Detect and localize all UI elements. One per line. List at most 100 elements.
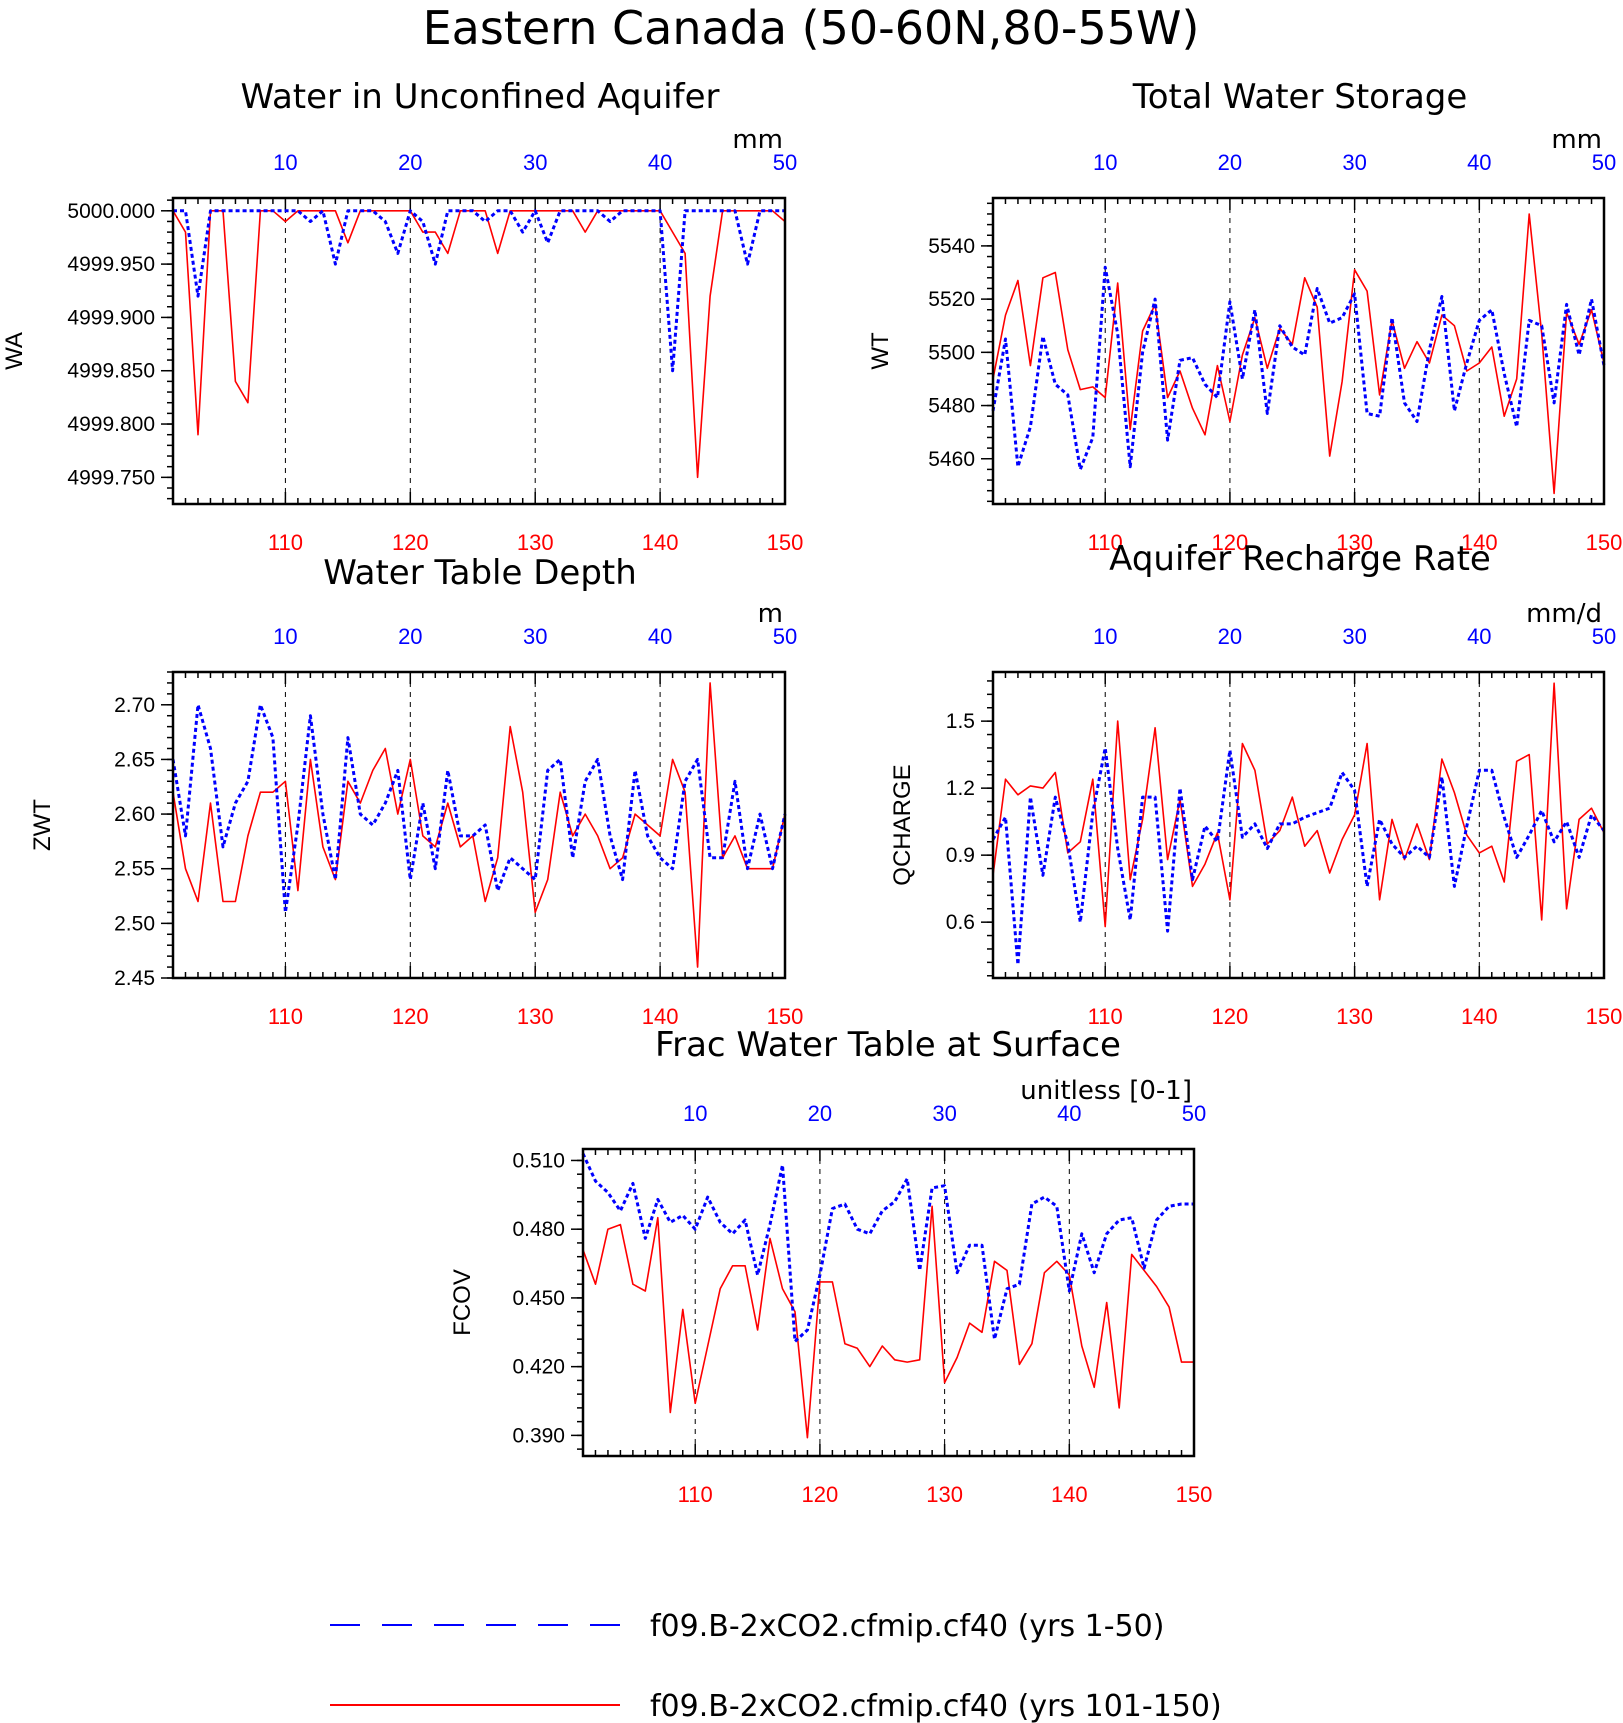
plot-frame — [991, 670, 1606, 980]
y-axis-label: ZWT — [29, 799, 56, 851]
series-line-yrs-1-50 — [991, 746, 1606, 967]
y-tick-label: 5500 — [928, 341, 975, 364]
x-top-tick-label: 50 — [1182, 1101, 1206, 1126]
x-bottom-tick-label: 130 — [1336, 530, 1373, 555]
x-top-tick-label: 10 — [683, 1101, 707, 1126]
x-bottom-tick-label: 140 — [642, 530, 679, 555]
x-bottom-tick-label: 110 — [268, 530, 303, 555]
x-bottom-tick-label: 150 — [767, 530, 804, 555]
series-line-yrs-101-150 — [172, 210, 786, 479]
x-bottom-tick-label: 130 — [926, 1482, 963, 1507]
units-label: m — [758, 599, 783, 629]
x-top-tick-label: 40 — [1467, 624, 1491, 649]
x-top-tick-label: 10 — [273, 624, 297, 649]
x-bottom-tick-label: 110 — [1088, 1004, 1123, 1029]
x-top-tick-label: 40 — [648, 150, 672, 175]
y-tick-label: 5540 — [928, 235, 975, 258]
chart-panel-1: Water in Unconfined Aquifer mm WA 10 110 20 12… — [1, 77, 803, 555]
units-label: unitless [0-1] — [1020, 1076, 1192, 1106]
series-line-yrs-101-150 — [992, 213, 1605, 495]
x-bottom-tick-label: 110 — [678, 1482, 713, 1507]
main-title: Eastern Canada (50-60N,80-55W) — [423, 1, 1200, 55]
x-top-tick-label: 20 — [1218, 624, 1242, 649]
y-tick-label: 2.60 — [114, 803, 155, 826]
y-axis-label: WA — [1, 332, 28, 370]
y-axis-label: QCHARGE — [889, 764, 916, 885]
x-top-tick-label: 30 — [523, 150, 547, 175]
x-bottom-tick-label: 140 — [1051, 1482, 1088, 1507]
x-bottom-tick-label: 140 — [1461, 1004, 1498, 1029]
y-tick-label: 4999.850 — [67, 360, 155, 383]
x-bottom-tick-label: 120 — [392, 1004, 429, 1029]
y-tick-label: 1.5 — [946, 710, 975, 733]
x-bottom-tick-label: 130 — [1336, 1004, 1373, 1029]
x-bottom-tick-label: 130 — [517, 530, 554, 555]
x-bottom-tick-label: 110 — [1088, 530, 1123, 555]
series-line-yrs-1-50 — [171, 703, 787, 914]
panel-title: Total Water Storage — [1132, 77, 1468, 117]
y-tick-label: 5000.000 — [67, 200, 155, 223]
x-top-tick-label: 10 — [273, 150, 297, 175]
x-top-tick-label: 10 — [1093, 150, 1117, 175]
y-tick-label: 4999.900 — [67, 306, 155, 329]
y-tick-label: 0.390 — [512, 1424, 565, 1447]
chart-panel-3: Water Table Depth m ZWT 10 110 20 120 30 130 40 14… — [29, 553, 803, 1029]
plot-frame — [991, 196, 1606, 506]
y-tick-label: 0.9 — [946, 844, 975, 867]
units-label: mm/d — [1526, 599, 1602, 629]
y-tick-label: 2.50 — [114, 912, 155, 935]
series-line-yrs-101-150 — [172, 682, 786, 968]
y-tick-label: 0.510 — [512, 1149, 565, 1172]
chart-panel-4: Aquifer Recharge Rate mm/d QCHARGE 10 110 20 1… — [889, 539, 1622, 1029]
chart-panels: Water in Unconfined Aquifer mm WA 10 110 20 12… — [1, 77, 1622, 1507]
x-bottom-tick-label: 150 — [1176, 1482, 1213, 1507]
y-tick-label: 2.55 — [114, 858, 155, 881]
x-bottom-tick-label: 120 — [1212, 530, 1249, 555]
panel-title: Frac Water Table at Surface — [655, 1025, 1121, 1065]
y-tick-label: 5520 — [928, 288, 975, 311]
x-top-tick-label: 30 — [932, 1101, 956, 1126]
x-top-tick-label: 40 — [1057, 1101, 1081, 1126]
y-tick-label: 0.480 — [512, 1218, 565, 1241]
chart-panel-2: Total Water Storage mm WT 10 110 20 120 30 130 40… — [867, 77, 1622, 555]
series-line-yrs-1-50 — [173, 209, 785, 373]
x-bottom-tick-label: 120 — [802, 1482, 839, 1507]
y-tick-label: 2.65 — [114, 748, 155, 771]
y-axis-label: FCOV — [449, 1269, 476, 1336]
y-tick-label: 4999.800 — [67, 413, 155, 436]
x-bottom-tick-label: 150 — [1586, 530, 1623, 555]
units-label: mm — [732, 125, 783, 155]
x-bottom-tick-label: 150 — [767, 1004, 804, 1029]
x-top-tick-label: 20 — [808, 1101, 832, 1126]
x-top-tick-label: 20 — [398, 150, 422, 175]
series-line-yrs-1-50 — [581, 1152, 1194, 1343]
series-line-yrs-101-150 — [992, 682, 1605, 928]
y-axis-label: WT — [867, 332, 894, 370]
y-tick-label: 4999.750 — [67, 466, 155, 489]
x-top-tick-label: 20 — [1218, 150, 1242, 175]
plot-frame — [581, 1147, 1196, 1458]
x-top-tick-label: 50 — [1592, 150, 1616, 175]
units-label: mm — [1551, 125, 1602, 155]
y-tick-label: 5480 — [928, 395, 975, 418]
x-top-tick-label: 40 — [648, 624, 672, 649]
y-tick-label: 0.450 — [512, 1287, 565, 1310]
x-bottom-tick-label: 120 — [1212, 1004, 1249, 1029]
x-top-tick-label: 40 — [1467, 150, 1491, 175]
series-line-yrs-1-50 — [991, 265, 1606, 471]
legend-label-yrs-1-50: f09.B-2xCO2.cfmip.cf40 (yrs 1-50) — [650, 1609, 1164, 1644]
y-tick-label: 5460 — [928, 448, 975, 471]
y-tick-label: 0.6 — [946, 911, 975, 934]
x-bottom-tick-label: 140 — [1461, 530, 1498, 555]
y-tick-label: 1.2 — [946, 777, 975, 800]
x-top-tick-label: 50 — [1592, 624, 1616, 649]
chart-panel-5: Frac Water Table at Surface unitless [0-1… — [449, 1025, 1212, 1507]
y-tick-label: 4999.950 — [67, 253, 155, 276]
legend-label-yrs-101-150: f09.B-2xCO2.cfmip.cf40 (yrs 101-150) — [650, 1689, 1222, 1723]
x-top-tick-label: 50 — [773, 150, 797, 175]
x-top-tick-label: 30 — [1342, 150, 1366, 175]
y-tick-label: 2.45 — [114, 967, 155, 990]
panel-title: Water Table Depth — [323, 553, 637, 593]
x-top-tick-label: 30 — [523, 624, 547, 649]
